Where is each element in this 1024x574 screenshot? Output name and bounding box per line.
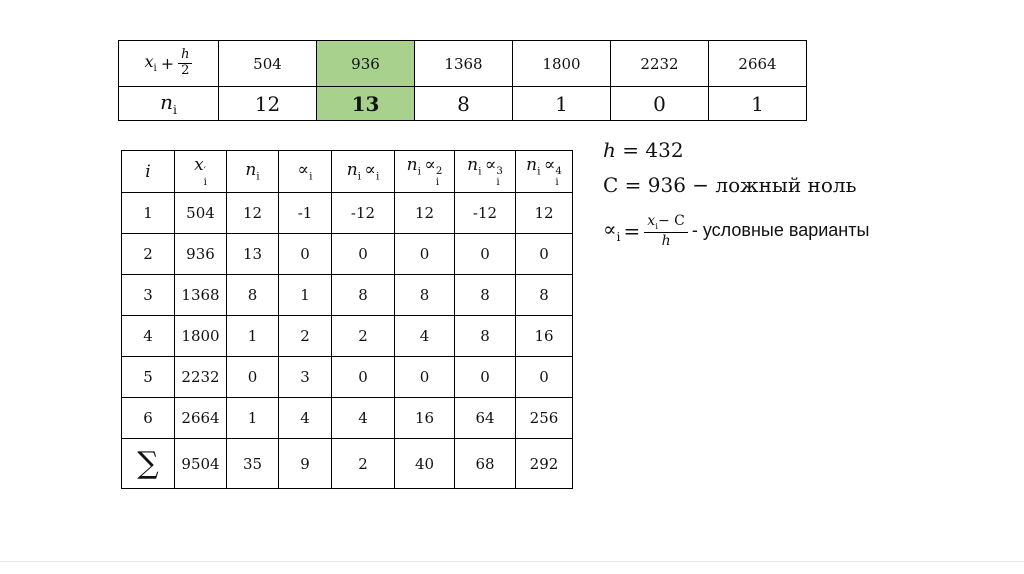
calc-table-cell: 3 bbox=[278, 356, 332, 398]
calc-table-cell: 0 bbox=[226, 356, 279, 398]
calc-table-cell: 0 bbox=[394, 233, 455, 275]
midpoint-value-cell: 2232 bbox=[610, 40, 709, 87]
conditional-variants-label: - условные варианты bbox=[691, 220, 870, 241]
sum-value-cell: 68 bbox=[454, 438, 516, 489]
h-value-line: h = 432 bbox=[603, 138, 684, 162]
midpoint-value-cell: 1800 bbox=[512, 40, 611, 87]
calc-table-cell: 1368 bbox=[174, 274, 227, 316]
calc-table-cell: 4 bbox=[121, 315, 175, 357]
calc-table-cell: 2 bbox=[121, 233, 175, 275]
table-row: 6 2664 1 4 4 16 64 256 bbox=[121, 397, 573, 439]
sum-value-cell: 9504 bbox=[174, 438, 227, 489]
calc-table-header-cell: x ′ i bbox=[174, 150, 227, 193]
calc-table-cell: 0 bbox=[278, 233, 332, 275]
frequency-row-label: ni bbox=[118, 86, 219, 121]
calc-table-cell: -12 bbox=[331, 192, 395, 234]
calc-table-cell: 0 bbox=[454, 356, 516, 398]
calc-table-cell: 8 bbox=[515, 274, 573, 316]
calc-table-cell: 4 bbox=[394, 315, 455, 357]
sum-value-cell: 40 bbox=[394, 438, 455, 489]
calc-table-cell: 2 bbox=[331, 315, 395, 357]
slide-bottom-edge bbox=[0, 561, 1024, 562]
frequency-table: xi + h 2 504 936 1368 1800 2232 2664 ni 12 13 8… bbox=[118, 40, 807, 121]
sum-value-cell: 35 bbox=[226, 438, 279, 489]
calc-table-cell: -1 bbox=[278, 192, 332, 234]
table-row: 1 504 12 -1 -12 12 -12 12 bbox=[121, 192, 573, 234]
conditional-variant-formula: ∝i = xi− C h - условные варианты bbox=[603, 213, 870, 249]
calc-table-cell: 1800 bbox=[174, 315, 227, 357]
calc-table-container: i x ′ i ni ∝i ni ∝i ni ∝ 2 i ni ∝ 3 i ni ∝ 4 i 1 504 12 -1… bbox=[121, 150, 573, 489]
sum-value-cell: 9 bbox=[278, 438, 332, 489]
sum-label-cell: ∑ bbox=[121, 438, 175, 489]
midpoint-value-cell: 504 bbox=[218, 40, 317, 87]
calc-table-cell: 4 bbox=[331, 397, 395, 439]
calc-table: i x ′ i ni ∝i ni ∝i ni ∝ 2 i ni ∝ 3 i ni ∝ 4 i 1 504 12 -1… bbox=[121, 150, 573, 489]
calc-table-cell: 0 bbox=[331, 233, 395, 275]
calc-table-cell: 504 bbox=[174, 192, 227, 234]
calc-table-cell: 2664 bbox=[174, 397, 227, 439]
calc-table-cell: 8 bbox=[394, 274, 455, 316]
side-notes: h = 432 C = 936 − ложный ноль ∝i = xi− C… bbox=[603, 138, 869, 249]
calc-table-cell: 8 bbox=[226, 274, 279, 316]
frequency-value-cell: 0 bbox=[610, 86, 709, 121]
calc-table-cell: 256 bbox=[515, 397, 573, 439]
calc-table-cell: 4 bbox=[278, 397, 332, 439]
calc-table-cell: 64 bbox=[454, 397, 516, 439]
sum-row: ∑ 9504 35 9 2 40 68 292 bbox=[121, 438, 573, 489]
calc-table-cell: 1 bbox=[226, 315, 279, 357]
false-zero-line: C = 936 − ложный ноль bbox=[603, 173, 857, 197]
interval-midpoint-formula: xi + h 2 bbox=[120, 47, 218, 79]
calc-table-cell: 1 bbox=[226, 397, 279, 439]
calc-table-cell: 0 bbox=[515, 233, 573, 275]
calc-table-cell: 8 bbox=[331, 274, 395, 316]
table-row: 5 2232 0 3 0 0 0 0 bbox=[121, 356, 573, 398]
calc-table-header-cell: ∝i bbox=[278, 150, 332, 193]
calc-table-cell: 2232 bbox=[174, 356, 227, 398]
sum-value-cell: 292 bbox=[515, 438, 573, 489]
calc-table-cell: 13 bbox=[226, 233, 279, 275]
frequency-table-header-cell: xi + h 2 bbox=[118, 40, 219, 87]
calc-table-cell: -12 bbox=[454, 192, 516, 234]
calc-table-cell: 12 bbox=[515, 192, 573, 234]
calc-table-header-cell: i bbox=[121, 150, 175, 193]
calc-table-cell: 5 bbox=[121, 356, 175, 398]
calc-table-cell: 16 bbox=[515, 315, 573, 357]
frequency-value-cell: 1 bbox=[708, 86, 807, 121]
h-over-2-fraction: h 2 bbox=[178, 47, 193, 79]
midpoint-value-cell: 2664 bbox=[708, 40, 807, 87]
calc-table-cell: 936 bbox=[174, 233, 227, 275]
frequency-value-cell: 13 bbox=[316, 86, 415, 121]
table-row: 4 1800 1 2 2 4 8 16 bbox=[121, 315, 573, 357]
calc-table-cell: 0 bbox=[394, 356, 455, 398]
calc-table-cell: 1 bbox=[278, 274, 332, 316]
midpoint-value-cell: 1368 bbox=[414, 40, 513, 87]
calc-table-cell: 8 bbox=[454, 315, 516, 357]
calc-table-cell: 1 bbox=[121, 192, 175, 234]
calc-table-header-cell: ni ∝i bbox=[331, 150, 395, 193]
calc-table-cell: 12 bbox=[226, 192, 279, 234]
calc-table-cell: 8 bbox=[454, 274, 516, 316]
xi-minus-c-over-h-fraction: xi− C h bbox=[644, 213, 688, 249]
table-row: 3 1368 8 1 8 8 8 8 bbox=[121, 274, 573, 316]
calc-table-header-cell: ni ∝ 2 i bbox=[394, 150, 455, 193]
calc-table-cell: 0 bbox=[454, 233, 516, 275]
calc-table-cell: 2 bbox=[278, 315, 332, 357]
table-row: 2 936 13 0 0 0 0 0 bbox=[121, 233, 573, 275]
sum-value-cell: 2 bbox=[331, 438, 395, 489]
calc-table-cell: 16 bbox=[394, 397, 455, 439]
calc-table-cell: 12 bbox=[394, 192, 455, 234]
midpoint-value-cell: 936 bbox=[316, 40, 415, 87]
calc-table-header-cell: ni ∝ 3 i bbox=[454, 150, 516, 193]
frequency-value-cell: 8 bbox=[414, 86, 513, 121]
calc-table-cell: 0 bbox=[331, 356, 395, 398]
frequency-table-container: xi + h 2 504 936 1368 1800 2232 2664 ni 12 13 8… bbox=[118, 40, 807, 121]
calc-table-header-cell: ni bbox=[226, 150, 279, 193]
calc-table-cell: 6 bbox=[121, 397, 175, 439]
calc-table-cell: 0 bbox=[515, 356, 573, 398]
frequency-value-cell: 12 bbox=[218, 86, 317, 121]
calc-table-cell: 3 bbox=[121, 274, 175, 316]
frequency-value-cell: 1 bbox=[512, 86, 611, 121]
calc-table-header-cell: ni ∝ 4 i bbox=[515, 150, 573, 193]
